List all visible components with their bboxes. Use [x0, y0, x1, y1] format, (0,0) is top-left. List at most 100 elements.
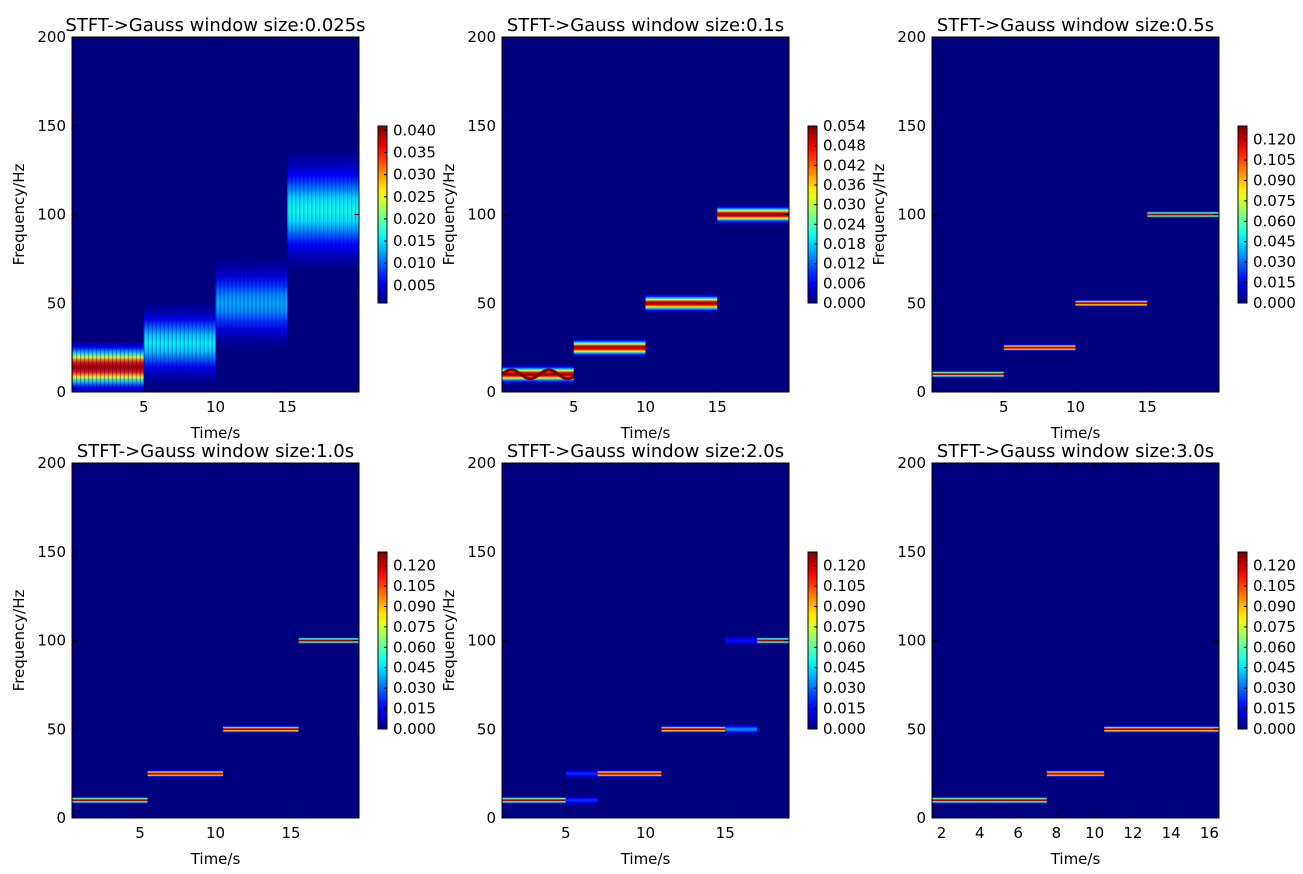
colorbar-tick-label: 0.005 [393, 276, 436, 294]
spectral-band [932, 796, 1047, 804]
y-tick-label: 0 [486, 383, 496, 401]
colorbar-tick-label: 0.075 [1253, 618, 1296, 636]
colorbar-tick-label: 0.105 [823, 577, 866, 595]
colorbar-tick-label: 0.090 [1253, 171, 1296, 189]
subplot-2: 0 50 100 150 200 5 10 15 STFT->Gauss window size… [440, 15, 866, 442]
y-tick-label: 200 [467, 454, 496, 472]
y-tick-label: 50 [907, 294, 926, 312]
striation [183, 303, 185, 384]
subplot-title: STFT->Gauss window size:0.5s [937, 15, 1214, 36]
colorbar-tick-label: 0.035 [393, 144, 436, 162]
striation [347, 152, 349, 268]
colorbar-tick-label: 0.120 [393, 557, 436, 575]
striation [167, 303, 169, 384]
x-axis-label: Time/s [1050, 850, 1101, 868]
colorbar-tick-label: 0.120 [1253, 131, 1296, 149]
x-tick-label: 15 [708, 398, 727, 416]
striation [75, 342, 78, 392]
subplot-3: 0 50 100 150 200 5 10 15 STFT->Gauss window size… [870, 15, 1296, 442]
striation [155, 303, 157, 384]
colorbar-tick-label: 0.090 [823, 597, 866, 615]
colorbar-tick-label: 0.030 [823, 196, 866, 214]
striation [99, 342, 102, 392]
colorbar-tick-label: 0.060 [1253, 638, 1296, 656]
colorbar-tick-label: 0.000 [823, 294, 866, 312]
striation [179, 303, 181, 384]
subplot-6: 0 50 100 150 200 2 4 6 8 10 12 14 16 STFT->Gauss wind… [897, 441, 1296, 868]
striation [91, 342, 94, 392]
colorbar-tick-label: 0.000 [1253, 294, 1296, 312]
colorbar-tick-label: 0.036 [823, 176, 866, 194]
colorbar-tick-label: 0.090 [1253, 597, 1296, 615]
spectral-band [502, 796, 566, 804]
striation [331, 152, 333, 268]
x-axis-label: Time/s [190, 850, 241, 868]
colorbar-tick-label: 0.012 [823, 255, 866, 273]
striation [235, 258, 237, 348]
colorbar-tick-label: 0.075 [1253, 192, 1296, 210]
striation [231, 258, 233, 348]
striation [111, 342, 114, 392]
striation [275, 258, 277, 348]
colorbar-tick-label: 0.030 [1253, 679, 1296, 697]
subplot-title: STFT->Gauss window size:0.025s [65, 15, 365, 36]
colorbar-tick-label: 0.060 [1253, 212, 1296, 230]
striation [219, 258, 221, 348]
y-tick-label: 0 [916, 809, 926, 827]
y-axis-label: Frequency/Hz [440, 164, 458, 266]
colorbar-tick-label: 0.025 [393, 188, 436, 206]
colorbar-tick-label: 0.060 [823, 638, 866, 656]
spectrogram-bands [932, 210, 1219, 378]
colorbar-tick-label: 0.045 [393, 659, 436, 677]
striation [163, 303, 165, 384]
y-axis-label: Frequency/Hz [440, 590, 458, 692]
colorbar-tick-label: 0.075 [823, 618, 866, 636]
spectrogram-bands [72, 636, 359, 804]
striation [191, 303, 193, 384]
striation [115, 342, 118, 392]
x-tick-label: 10 [206, 824, 225, 842]
striation [263, 258, 265, 348]
spectral-band [215, 258, 288, 348]
y-tick-label: 200 [897, 454, 926, 472]
x-tick-label: 15 [278, 398, 297, 416]
x-tick-label: 8 [1052, 824, 1062, 842]
striation [95, 342, 98, 392]
y-tick-label: 150 [467, 117, 496, 135]
x-tick-label: 16 [1200, 824, 1219, 842]
colorbar [807, 125, 818, 304]
spectral-band [1046, 770, 1105, 778]
striation [187, 303, 189, 384]
striation [239, 258, 241, 348]
y-tick-label: 150 [897, 117, 926, 135]
striation [287, 152, 289, 268]
striation [87, 342, 90, 392]
colorbar [807, 551, 818, 730]
colorbar-tick-label: 0.015 [823, 700, 866, 718]
striation [339, 152, 341, 268]
subplot-title: STFT->Gauss window size:2.0s [507, 441, 784, 462]
spectral-band [1104, 725, 1219, 733]
colorbar-tick-label: 0.090 [393, 597, 436, 615]
subplot-5: 0 50 100 150 200 5 10 15 STFT->Gauss window size… [440, 441, 866, 868]
striation [351, 152, 353, 268]
spectral-band [717, 205, 789, 224]
y-tick-label: 100 [897, 632, 926, 650]
y-tick-label: 150 [37, 543, 66, 561]
colorbar-tick-label: 0.010 [393, 254, 436, 272]
spectral-band [72, 796, 148, 804]
x-tick-label: 5 [561, 824, 571, 842]
x-tick-label: 10 [206, 398, 225, 416]
striation [107, 342, 110, 392]
x-axis-label: Time/s [620, 424, 671, 442]
y-tick-label: 200 [37, 454, 66, 472]
x-tick-label: 5 [139, 398, 149, 416]
striation [259, 258, 261, 348]
striation [247, 258, 249, 348]
striation [195, 303, 197, 384]
subplot-title: STFT->Gauss window size:0.1s [507, 15, 784, 36]
colorbar [1237, 551, 1248, 730]
x-tick-label: 15 [716, 824, 735, 842]
y-tick-label: 100 [467, 206, 496, 224]
y-tick-label: 200 [37, 28, 66, 46]
